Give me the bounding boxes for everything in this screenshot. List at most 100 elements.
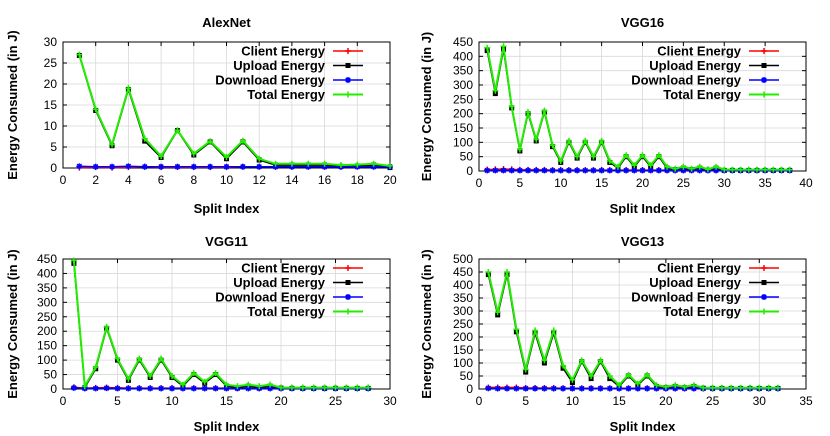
data-point — [550, 385, 557, 392]
data-point — [354, 161, 361, 168]
data-point — [700, 384, 707, 391]
data-point — [516, 167, 523, 174]
data-point — [370, 160, 377, 167]
data-point — [688, 165, 695, 172]
data-point — [606, 385, 613, 392]
x-tick-label: 10 — [165, 394, 179, 408]
data-point — [541, 107, 548, 114]
data-point — [690, 382, 697, 389]
data-point — [533, 167, 540, 174]
data-point — [103, 323, 110, 330]
x-tick-label: 30 — [383, 394, 397, 408]
y-tick-label: 500 — [453, 252, 473, 266]
legend-label: Total Energy — [663, 304, 742, 319]
data-point — [623, 167, 630, 174]
data-point — [387, 162, 393, 169]
x-tick-label: 0 — [476, 394, 483, 408]
data-point — [574, 153, 581, 160]
data-point — [500, 167, 507, 174]
data-point — [737, 166, 744, 173]
data-point — [578, 385, 585, 392]
data-point — [569, 385, 576, 392]
data-point — [533, 136, 540, 143]
y-axis-label: Energy Consumed (in J) — [419, 249, 434, 399]
data-point — [343, 384, 350, 391]
legend-label: Download Energy — [631, 290, 742, 305]
y-tick-label: 150 — [453, 343, 473, 357]
data-point — [672, 385, 679, 392]
legend-marker — [345, 77, 351, 83]
data-point — [321, 160, 328, 167]
data-point — [158, 163, 165, 170]
legend-marker — [761, 91, 767, 98]
data-point — [114, 355, 121, 362]
data-point — [557, 167, 564, 174]
y-tick-label: 400 — [37, 266, 57, 280]
data-point — [256, 155, 263, 162]
data-point — [680, 167, 687, 174]
data-point — [713, 163, 720, 170]
data-point — [508, 167, 515, 174]
data-point — [614, 163, 621, 170]
data-point — [174, 163, 181, 170]
data-point — [597, 385, 604, 392]
y-tick-label: 100 — [453, 135, 473, 149]
data-point — [588, 385, 595, 392]
data-point — [288, 384, 295, 391]
x-tick-label: 5 — [114, 394, 121, 408]
series-total-energy — [485, 269, 781, 391]
y-tick-label: 350 — [453, 291, 473, 305]
data-point — [256, 163, 263, 170]
series-line — [486, 49, 790, 172]
y-tick-label: 100 — [37, 353, 57, 367]
y-tick-label: 50 — [460, 369, 474, 383]
data-point — [141, 135, 148, 142]
data-point — [125, 375, 132, 382]
y-tick-label: 250 — [453, 92, 473, 106]
data-point — [541, 357, 548, 364]
series-line — [486, 46, 790, 171]
data-point — [125, 85, 132, 92]
data-point — [109, 141, 116, 148]
x-tick-label: 4 — [125, 173, 132, 187]
data-point — [223, 381, 230, 388]
data-point — [631, 167, 638, 174]
data-point — [704, 166, 711, 173]
data-point — [549, 167, 556, 174]
legend-label: Download Energy — [215, 290, 326, 305]
data-point — [606, 157, 613, 164]
data-point — [541, 167, 548, 174]
data-point — [81, 383, 88, 390]
data-point — [267, 381, 274, 388]
data-point — [709, 384, 716, 391]
data-point — [549, 142, 556, 149]
data-point — [147, 373, 154, 379]
data-point — [560, 362, 567, 369]
legend-marker — [345, 294, 351, 300]
data-point — [696, 163, 703, 170]
x-tick-label: 40 — [799, 176, 813, 190]
y-tick-label: 5 — [50, 140, 57, 154]
legend-marker — [761, 48, 767, 54]
data-point — [737, 384, 744, 391]
series-upload-energy — [71, 260, 371, 391]
chart-title: VGG16 — [621, 15, 664, 30]
data-point — [332, 384, 339, 391]
x-tick-label: 16 — [318, 173, 332, 187]
legend-label: Client Energy — [241, 44, 326, 59]
data-point — [690, 385, 697, 392]
data-point — [125, 163, 132, 170]
data-point — [582, 167, 589, 174]
x-tick-label: 25 — [706, 394, 720, 408]
data-point — [169, 373, 175, 379]
data-point — [70, 257, 77, 264]
data-point — [597, 357, 604, 364]
data-point — [158, 355, 165, 362]
data-point — [492, 167, 499, 174]
data-point — [625, 371, 632, 378]
data-point — [718, 384, 725, 391]
y-tick-label: 150 — [453, 121, 473, 135]
x-tick-label: 15 — [612, 394, 626, 408]
